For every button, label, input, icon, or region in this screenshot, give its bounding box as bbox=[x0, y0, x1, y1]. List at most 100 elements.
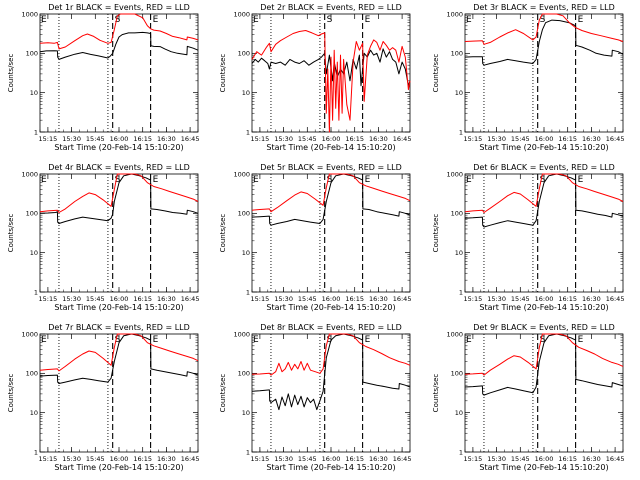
x-tick-label: 15:30 bbox=[487, 135, 506, 143]
start-marker-label: S bbox=[115, 15, 121, 25]
panel-title: Det 8r BLACK = Events, RED = LLD bbox=[260, 323, 402, 332]
x-tick-label: 15:45 bbox=[86, 135, 105, 143]
x-tick-label: 15:15 bbox=[251, 135, 270, 143]
events-series-line bbox=[39, 173, 199, 224]
end-marker-label: E bbox=[365, 335, 371, 345]
x-tick-label: 15:15 bbox=[251, 455, 270, 463]
y-tick-label: 1 bbox=[246, 288, 250, 296]
y-axis-label: Counts/sec bbox=[7, 374, 15, 413]
x-tick-label: 16:30 bbox=[369, 135, 388, 143]
y-tick-label: 10 bbox=[30, 89, 38, 97]
x-tick-label: 15:45 bbox=[298, 455, 317, 463]
panel-det-1: Det 1r BLACK = Events, RED = LLD 1 10 100 10… bbox=[7, 3, 199, 152]
x-tick-label: 16:30 bbox=[369, 295, 388, 303]
x-tick-label: 15:30 bbox=[62, 295, 81, 303]
y-tick-label: 1000 bbox=[446, 10, 463, 18]
x-tick-label: 15:30 bbox=[487, 455, 506, 463]
x-tick-label: 16:00 bbox=[535, 455, 554, 463]
y-tick-label: 10 bbox=[30, 409, 38, 417]
x-tick-label: 16:00 bbox=[322, 135, 341, 143]
x-tick-label: 15:15 bbox=[464, 455, 483, 463]
y-tick-label: 10 bbox=[30, 249, 38, 257]
y-tick-label: 1 bbox=[34, 448, 38, 456]
y-tick-label: 1 bbox=[459, 288, 463, 296]
end-marker-label: E bbox=[466, 335, 472, 345]
x-tick-label: 15:45 bbox=[86, 295, 105, 303]
start-marker-label: S bbox=[115, 335, 121, 345]
end-marker-label: E bbox=[578, 175, 584, 185]
x-tick-label: 16:15 bbox=[558, 135, 577, 143]
lld-series-line bbox=[39, 333, 199, 372]
start-marker-label: S bbox=[327, 15, 333, 25]
y-tick-label: 1000 bbox=[233, 330, 250, 338]
lld-series-line bbox=[464, 333, 624, 376]
lld-series-line bbox=[464, 13, 624, 45]
x-tick-label: 15:15 bbox=[39, 135, 58, 143]
x-tick-label: 15:15 bbox=[39, 455, 58, 463]
x-tick-label: 15:45 bbox=[86, 455, 105, 463]
panel-det-8: Det 8r BLACK = Events, RED = LLD 1 10 100 10… bbox=[219, 323, 411, 472]
panel-det-5: Det 5r BLACK = Events, RED = LLD 1 10 100 10… bbox=[219, 163, 411, 312]
x-tick-label: 16:30 bbox=[369, 455, 388, 463]
end-marker-label: E bbox=[365, 15, 371, 25]
y-axis-label: Counts/sec bbox=[7, 54, 15, 93]
x-tick-label: 16:45 bbox=[606, 455, 625, 463]
x-tick-label: 16:00 bbox=[110, 455, 129, 463]
panel-title: Det 1r BLACK = Events, RED = LLD bbox=[48, 3, 190, 12]
y-tick-label: 100 bbox=[26, 370, 38, 378]
x-tick-label: 16:15 bbox=[558, 455, 577, 463]
x-tick-label: 16:30 bbox=[157, 295, 176, 303]
x-tick-label: 16:00 bbox=[322, 295, 341, 303]
x-tick-label: 16:45 bbox=[393, 135, 412, 143]
y-tick-label: 100 bbox=[26, 50, 38, 58]
x-tick-label: 15:45 bbox=[298, 135, 317, 143]
lld-series-line bbox=[251, 173, 411, 213]
y-tick-label: 10 bbox=[242, 89, 250, 97]
x-tick-label: 16:30 bbox=[157, 455, 176, 463]
x-axis-label: Start Time (20-Feb-14 15:10:20) bbox=[54, 303, 183, 312]
x-tick-label: 15:30 bbox=[62, 455, 81, 463]
end-marker-label: E bbox=[365, 175, 371, 185]
start-marker-label: S bbox=[540, 335, 546, 345]
x-tick-label: 16:45 bbox=[181, 135, 200, 143]
lld-series-line bbox=[39, 13, 199, 50]
end-marker-label: E bbox=[578, 15, 584, 25]
x-tick-label: 16:15 bbox=[133, 295, 152, 303]
x-tick-label: 16:15 bbox=[133, 135, 152, 143]
panel-det-4: Det 4r BLACK = Events, RED = LLD 1 10 100 10… bbox=[7, 163, 199, 312]
events-series-line bbox=[251, 173, 411, 226]
x-tick-label: 15:45 bbox=[511, 455, 530, 463]
y-tick-label: 100 bbox=[238, 210, 250, 218]
x-tick-label: 16:00 bbox=[322, 455, 341, 463]
x-tick-label: 15:30 bbox=[274, 455, 293, 463]
end-marker-label: E bbox=[466, 175, 472, 185]
x-tick-label: 16:45 bbox=[393, 455, 412, 463]
end-marker-label: E bbox=[253, 335, 259, 345]
x-tick-label: 16:45 bbox=[606, 135, 625, 143]
x-tick-label: 15:45 bbox=[511, 295, 530, 303]
end-marker-label: E bbox=[466, 15, 472, 25]
lld-series-line bbox=[464, 173, 624, 213]
panel-title: Det 5r BLACK = Events, RED = LLD bbox=[260, 163, 402, 172]
panel-det-7: Det 7r BLACK = Events, RED = LLD 1 10 100 10… bbox=[7, 323, 199, 472]
end-marker-label: E bbox=[253, 175, 259, 185]
x-tick-label: 16:15 bbox=[345, 295, 364, 303]
y-tick-label: 1000 bbox=[21, 330, 38, 338]
end-marker-label: E bbox=[153, 335, 159, 345]
y-tick-label: 100 bbox=[451, 370, 463, 378]
plot-frame bbox=[39, 173, 199, 293]
x-axis-label: Start Time (20-Feb-14 15:10:20) bbox=[54, 463, 183, 472]
y-tick-label: 10 bbox=[242, 409, 250, 417]
x-axis-label: Start Time (20-Feb-14 15:10:20) bbox=[479, 303, 608, 312]
y-tick-label: 1000 bbox=[446, 330, 463, 338]
x-axis-label: Start Time (20-Feb-14 15:10:20) bbox=[479, 463, 608, 472]
x-axis-label: Start Time (20-Feb-14 15:10:20) bbox=[266, 303, 395, 312]
x-tick-label: 15:45 bbox=[511, 135, 530, 143]
panel-title: Det 2r BLACK = Events, RED = LLD bbox=[260, 3, 402, 12]
x-tick-label: 16:15 bbox=[345, 455, 364, 463]
start-marker-label: S bbox=[540, 15, 546, 25]
y-axis-label: Counts/sec bbox=[432, 214, 440, 253]
y-tick-label: 100 bbox=[451, 50, 463, 58]
panel-title: Det 3r BLACK = Events, RED = LLD bbox=[473, 3, 615, 12]
